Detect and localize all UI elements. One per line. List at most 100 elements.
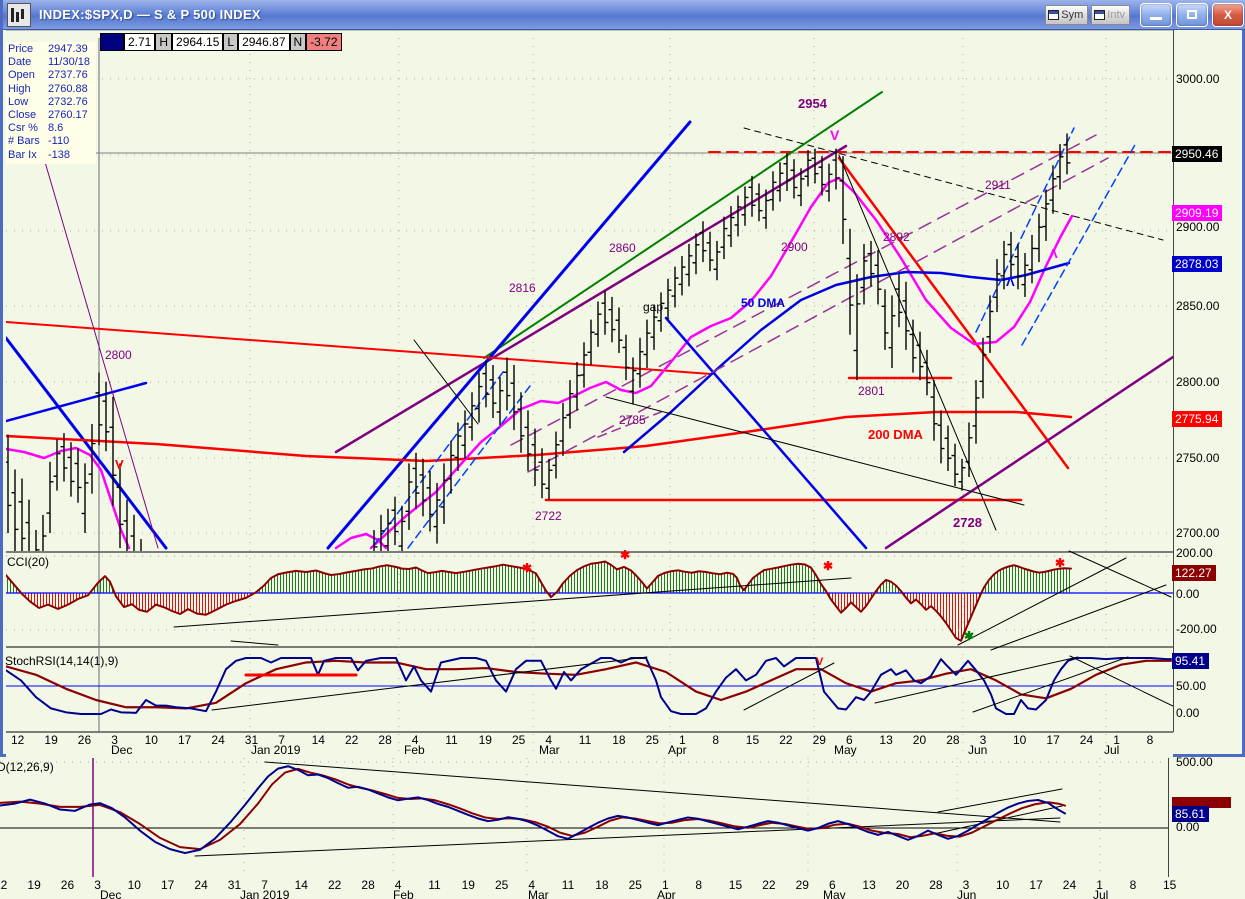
macd-curve xyxy=(0,765,1066,855)
title-bar[interactable]: INDEX:$SPX,D — S & P 500 INDEX Sym Intv … xyxy=(3,0,1245,30)
ohlc-bar xyxy=(580,342,588,388)
ohlc-bar xyxy=(419,458,427,517)
ohlc-bar xyxy=(447,440,455,494)
stoch-trend-5 xyxy=(1069,655,1173,707)
ohlc-bar xyxy=(951,443,959,487)
date-tick: 15 xyxy=(1163,878,1177,892)
date-tick: 28 xyxy=(946,733,960,747)
chart-annotation: 2860 xyxy=(609,241,636,255)
ohlc-bar xyxy=(734,195,742,237)
chart-annotation: 2801 xyxy=(858,384,885,398)
date-tick: 24 xyxy=(194,878,208,892)
chart-annotation: Λ xyxy=(1006,274,1015,289)
ohlc-bar xyxy=(503,357,511,411)
axis-tick-label: 2800.00 xyxy=(1176,375,1220,389)
month-label: Apr xyxy=(668,743,687,757)
ohlc-bar xyxy=(35,529,40,551)
chart-annotation: 2728 xyxy=(953,515,982,530)
ohlc-bar xyxy=(713,240,721,281)
ohlc-bar xyxy=(727,206,735,247)
quote-row: Price 2947.39 xyxy=(8,43,88,55)
date-tick: 17 xyxy=(1029,878,1043,892)
ohlc-bar xyxy=(720,216,728,260)
axis-tick-label: 0.00 xyxy=(1176,706,1200,720)
blue-dashed-feb-2 xyxy=(407,385,531,549)
maximize-icon xyxy=(1187,10,1197,19)
date-axis-lower[interactable]: 1219263101724317142228411192541118251815… xyxy=(0,878,1245,899)
intv-button[interactable]: Intv xyxy=(1091,4,1130,25)
quote-row: Open 2737.76 xyxy=(8,69,88,82)
close-button[interactable]: X xyxy=(1212,2,1244,27)
date-axis-upper[interactable]: 12 19 26 3 10 17 24 31 7 14 22 28 4 11 19 25 4 11 18 25 1 8 15… xyxy=(6,733,1173,757)
ohlc-bar xyxy=(846,228,854,335)
ohlc-bar xyxy=(986,295,994,353)
stoch-signal-curve xyxy=(6,659,1173,710)
date-tick: 20 xyxy=(895,878,910,892)
axis-value-badge: 122.27 xyxy=(1172,565,1216,581)
ohlc-bar xyxy=(524,410,532,471)
sym-button[interactable]: Sym xyxy=(1045,4,1089,25)
minimize-icon xyxy=(1150,17,1162,20)
chart-annotation: 50 DMA xyxy=(741,296,786,310)
app-icon xyxy=(7,2,31,27)
date-tick: 17 xyxy=(161,878,175,892)
minimize-button[interactable] xyxy=(1140,2,1172,27)
stoch-panel-label: StochRSI(14,14(1),9) xyxy=(5,654,119,668)
month-label: May xyxy=(834,743,857,757)
date-tick: 12 xyxy=(11,733,25,747)
date-tick: 8 xyxy=(695,878,703,892)
cci-signal-marker: ✱ xyxy=(964,629,974,643)
axis-value-badge: 95.41 xyxy=(1172,653,1210,669)
axis-tick-label: 2750.00 xyxy=(1176,451,1220,465)
ohlc-bar xyxy=(489,365,497,418)
ohlc-bar xyxy=(944,425,952,471)
ohlc-bar xyxy=(88,424,96,494)
ohlc-bar xyxy=(748,175,756,217)
date-tick: 1 xyxy=(662,878,669,892)
ohlc-bar xyxy=(426,470,434,532)
quote-row: Low 2732.76 xyxy=(8,95,88,108)
date-tick: 10 xyxy=(996,878,1010,892)
ohlc-bar xyxy=(608,296,616,343)
stoch-trend-4 xyxy=(972,656,1129,713)
axis-tick-label: 200.00 xyxy=(1176,546,1213,560)
ohlc-bar xyxy=(384,508,392,551)
ohlc-bar xyxy=(622,334,630,381)
date-tick: 4 xyxy=(394,878,402,892)
date-tick: 17 xyxy=(1046,733,1060,747)
window-title: INDEX:$SPX,D — S & P 500 INDEX xyxy=(39,7,261,22)
month-label: Jul xyxy=(1104,743,1120,757)
price-and-indicator-canvas[interactable]: ✱ ✱ ✱ ✱ ✱ V xyxy=(6,30,1173,757)
quote-row: # Bars -110 xyxy=(8,135,70,148)
ohlc-bar xyxy=(692,233,700,275)
ohlc-high-value: 2964.15 xyxy=(172,33,224,51)
macd-canvas[interactable] xyxy=(0,758,1168,877)
ohlc-bar xyxy=(741,186,749,226)
axis-tick-label: 2850.00 xyxy=(1176,299,1220,313)
chart-annotation: 2900 xyxy=(781,240,808,254)
date-tick: 19 xyxy=(27,878,41,892)
ohlc-bar xyxy=(601,290,609,335)
ohlc-low-value: 2946.87 xyxy=(238,33,290,51)
month-label: Jun xyxy=(968,743,988,757)
ohlc-bar xyxy=(867,240,875,287)
cci-signal-marker: ✱ xyxy=(522,561,532,575)
macd-trend-asc xyxy=(194,817,1061,857)
date-tick: 13 xyxy=(879,733,893,747)
ohlc-bar xyxy=(1007,231,1015,278)
maximize-button[interactable] xyxy=(1176,2,1208,27)
date-tick: 3 xyxy=(962,878,970,892)
ohlc-bar xyxy=(95,372,103,446)
ohlc-bar xyxy=(804,150,812,187)
month-label: Dec xyxy=(100,888,122,899)
date-tick: 10 xyxy=(144,733,158,747)
black-thin-gap xyxy=(413,339,479,425)
blue-may-steep xyxy=(664,316,868,550)
ohlc-bar xyxy=(832,148,840,190)
date-tick: 19 xyxy=(478,733,492,747)
quote-row: Bar Ix -138 xyxy=(8,148,71,161)
axis-tick-label: 500.00 xyxy=(1176,755,1213,769)
ohlc-bar xyxy=(811,148,819,184)
ohlc-bar xyxy=(454,422,462,471)
ohlc-bar xyxy=(594,301,602,347)
